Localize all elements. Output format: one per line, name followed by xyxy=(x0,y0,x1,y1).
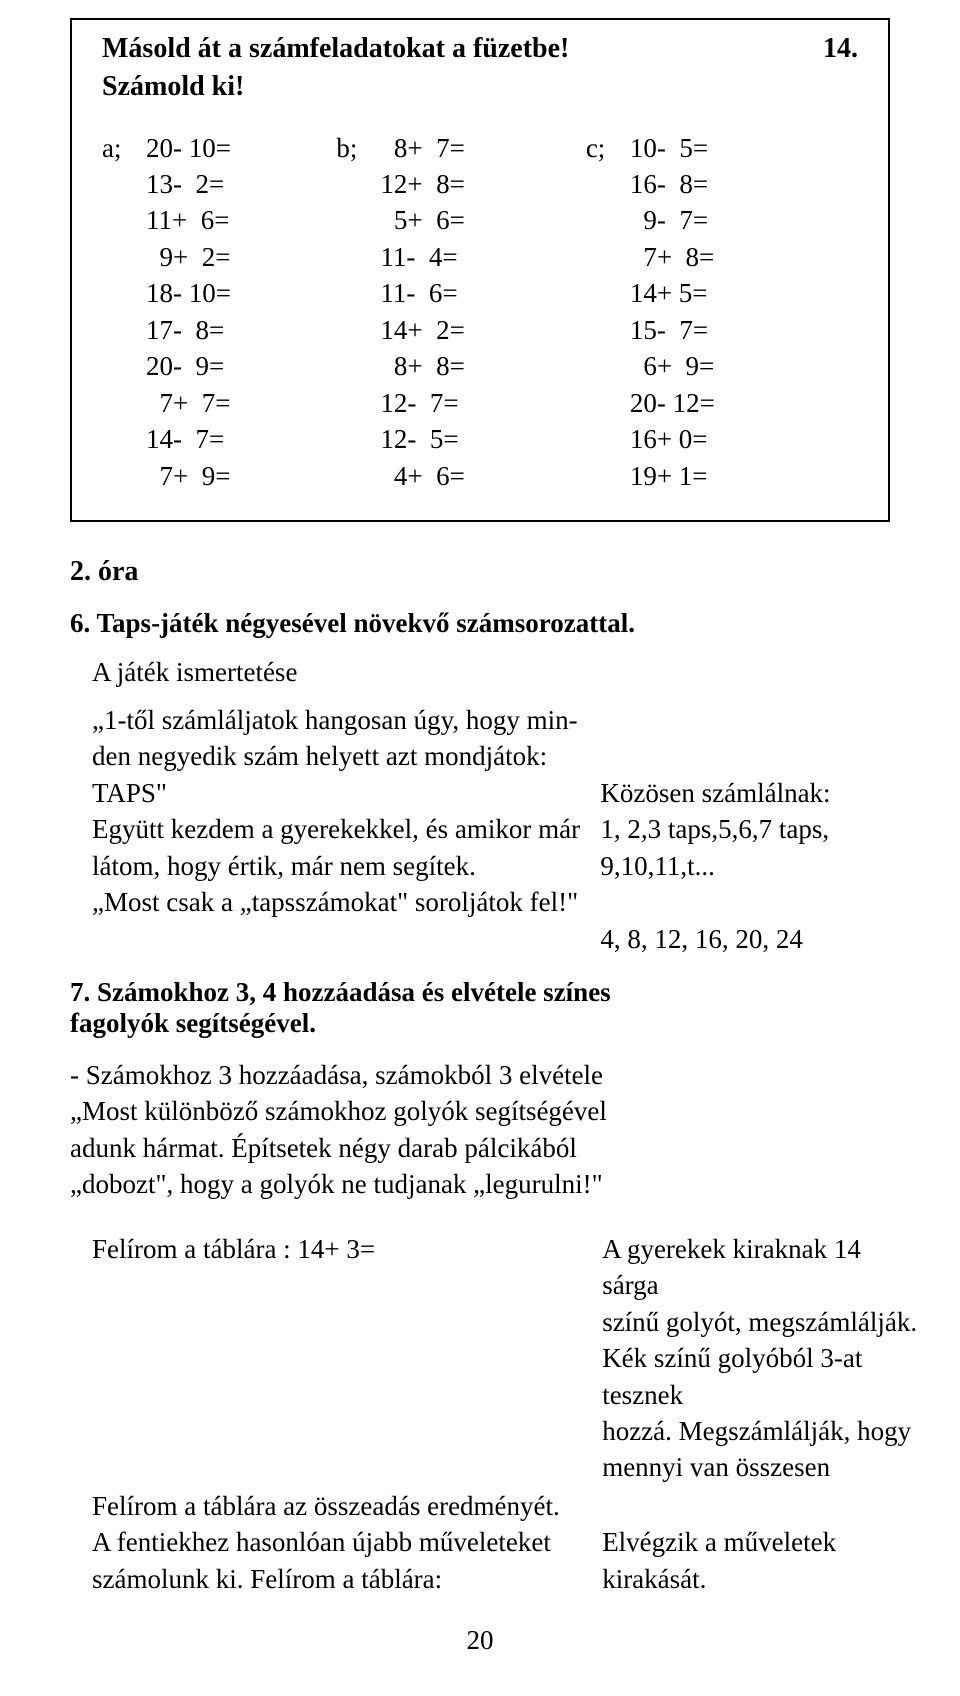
col-b-line: 5+ 6= xyxy=(380,202,464,238)
col-a-line: 7+ 7= xyxy=(146,385,230,421)
col-c-line: 16+ 0= xyxy=(630,421,708,457)
box-title-row: Másold át a számfeladatokat a füzetbe! S… xyxy=(102,30,858,106)
col-b-line: 11- 6= xyxy=(380,275,457,311)
col-c-line: 9- 7= xyxy=(630,202,708,238)
text-line: Kék színű golyóból 3-at tesznek xyxy=(602,1340,922,1413)
exercise-box: Másold át a számfeladatokat a füzetbe! S… xyxy=(70,18,890,522)
col-a-prefix: a; xyxy=(102,130,146,166)
item7-title: 7. Számokhoz 3, 4 hozzáadása és elvétele… xyxy=(70,977,890,1039)
item7-c-columns: Felírom a táblára az összeadás eredményé… xyxy=(70,1488,890,1597)
col-c-line: 19+ 1= xyxy=(630,458,708,494)
item6-title: 6. Taps-játék négyesével növekvő számsor… xyxy=(70,608,890,639)
text-line: 1, 2,3 taps,5,6,7 taps, 9,10,11,t... xyxy=(600,811,912,884)
col-c-line: 14+ 5= xyxy=(630,275,708,311)
col-b-line: 14+ 2= xyxy=(380,312,464,348)
item7-c-left: Felírom a táblára az összeadás eredményé… xyxy=(70,1488,592,1597)
text-line: látom, hogy értik, már nem segítek. xyxy=(92,848,600,884)
col-a-line: 11+ 6= xyxy=(146,202,229,238)
item6-left: „1-től számláljatok hangosan úgy, hogy m… xyxy=(70,702,600,957)
text-line: színű golyót, megszámlálják. xyxy=(602,1304,922,1340)
page-number: 20 xyxy=(70,1625,890,1656)
text-line: TAPS" xyxy=(92,775,600,811)
text-line: A gyerekek kiraknak 14 sárga xyxy=(602,1231,922,1304)
page: Másold át a számfeladatokat a füzetbe! S… xyxy=(0,0,960,1696)
col-a-line: 20- 9= xyxy=(146,348,224,384)
col-b-line: 12+ 8= xyxy=(380,166,464,202)
item7-b-left: Felírom a táblára : 14+ 3= xyxy=(70,1231,592,1486)
col-c-line: 10- 5= xyxy=(630,130,708,166)
col-b-line: 12- 7= xyxy=(380,385,458,421)
col-b-prefix: b; xyxy=(336,130,380,166)
col-a-line: 7+ 9= xyxy=(146,458,230,494)
col-a-line: 9+ 2= xyxy=(146,239,230,275)
text-line: Együtt kezdem a gyerekekkel, és amikor m… xyxy=(92,811,600,847)
item7-para: - Számokhoz 3 hozzáadása, számokból 3 el… xyxy=(70,1057,890,1203)
item6-right: Közösen számlálnak: 1, 2,3 taps,5,6,7 ta… xyxy=(600,702,912,957)
item7-c-right: Elvégzik a műveletek kirakását. xyxy=(592,1488,922,1597)
item6-columns: „1-től számláljatok hangosan úgy, hogy m… xyxy=(70,702,890,957)
text-line: den negyedik szám helyett azt mondjátok: xyxy=(92,738,600,774)
text-line: „Most csak a „tapsszámokat" soroljátok f… xyxy=(92,884,600,920)
col-a-line: 17- 8= xyxy=(146,312,224,348)
col-a-line: 20- 10= xyxy=(146,130,231,166)
box-title: Másold át a számfeladatokat a füzetbe! S… xyxy=(102,30,569,106)
text-line: - Számokhoz 3 hozzáadása, számokból 3 el… xyxy=(70,1057,890,1093)
math-col-b: b; 8+ 7= 12+ 8= 5+ 6= 11- 4= 11- 6= 14+ … xyxy=(336,130,585,494)
text-line: Közösen számlálnak: xyxy=(600,775,912,811)
col-b-line: 8+ 8= xyxy=(380,348,464,384)
col-c-line: 15- 7= xyxy=(630,312,708,348)
col-c-line: 7+ 8= xyxy=(630,239,714,275)
text-line: 4, 8, 12, 16, 20, 24 xyxy=(600,921,912,957)
col-a-line: 18- 10= xyxy=(146,275,231,311)
item7-b-columns: Felírom a táblára : 14+ 3= A gyerekek ki… xyxy=(70,1231,890,1486)
item7-b-right: A gyerekek kiraknak 14 sárga színű golyó… xyxy=(592,1231,922,1486)
col-b-line: 8+ 7= xyxy=(380,130,464,166)
math-columns: a;20- 10= 13- 2= 11+ 6= 9+ 2= 18- 10= 17… xyxy=(102,130,858,494)
text-line: „dobozt", hogy a golyók ne tudjanak „leg… xyxy=(70,1166,890,1202)
math-col-c: c;10- 5= 16- 8= 9- 7= 7+ 8= 14+ 5= 15- 7… xyxy=(586,130,843,494)
col-c-prefix: c; xyxy=(586,130,630,166)
text-line: Elvégzik a műveletek kirakását. xyxy=(602,1524,922,1597)
col-c-line: 16- 8= xyxy=(630,166,708,202)
text-line: hozzá. Megszámlálják, hogy xyxy=(602,1413,922,1449)
text-line: adunk hármat. Építsetek négy darab pálci… xyxy=(70,1130,890,1166)
item6-subtitle: A játék ismertetése xyxy=(70,657,890,688)
text-line: mennyi van összesen xyxy=(602,1449,922,1485)
col-c-line: 20- 12= xyxy=(630,385,715,421)
col-a-line: 13- 2= xyxy=(146,166,224,202)
col-b-line: 11- 4= xyxy=(380,239,457,275)
box-number: 14. xyxy=(823,33,858,65)
box-title-line1: Másold át a számfeladatokat a füzetbe! xyxy=(102,30,569,68)
text-line: „Most különböző számokhoz golyók segítsé… xyxy=(70,1093,890,1129)
text-line: számolunk ki. Felírom a táblára: xyxy=(92,1561,592,1597)
box-title-line2: Számold ki! xyxy=(102,68,569,106)
col-b-line: 12- 5= xyxy=(380,421,458,457)
text-line: Felírom a táblára az összeadás eredményé… xyxy=(92,1488,592,1524)
col-a-line: 14- 7= xyxy=(146,421,224,457)
col-b-line: 4+ 6= xyxy=(380,458,464,494)
col-c-line: 6+ 9= xyxy=(630,348,714,384)
text-line: „1-től számláljatok hangosan úgy, hogy m… xyxy=(92,702,600,738)
text-line: A fentiekhez hasonlóan újabb műveleteket xyxy=(92,1524,592,1560)
math-col-a: a;20- 10= 13- 2= 11+ 6= 9+ 2= 18- 10= 17… xyxy=(102,130,336,494)
text-line: Felírom a táblára : 14+ 3= xyxy=(92,1231,592,1267)
section-heading: 2. óra xyxy=(70,556,890,588)
